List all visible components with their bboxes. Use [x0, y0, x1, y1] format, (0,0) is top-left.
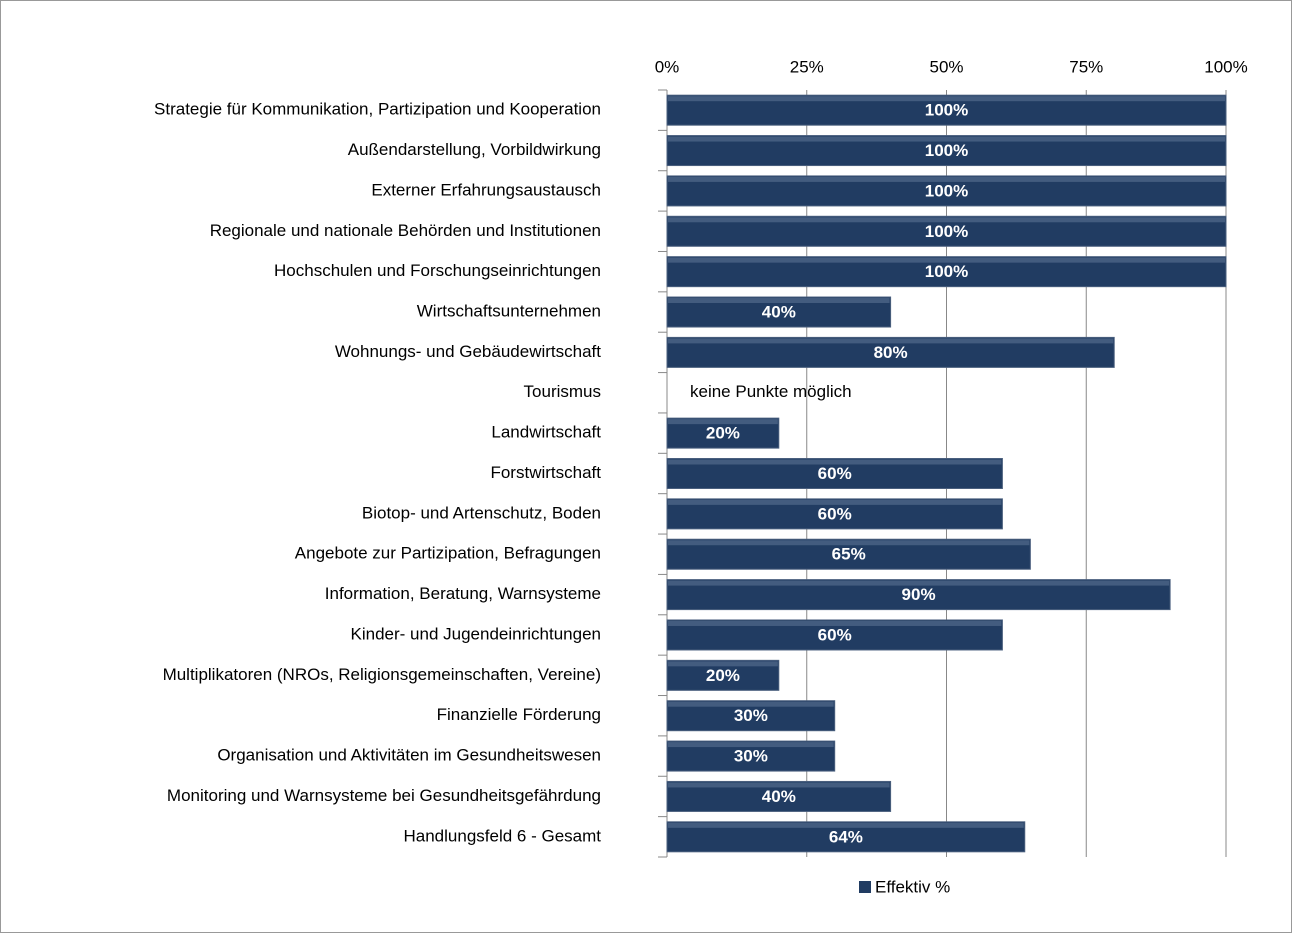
bar-highlight [668, 217, 1225, 223]
value-label: 20% [706, 424, 740, 443]
y-tick-label: Biotop- und Artenschutz, Boden [362, 503, 601, 522]
y-tick-label: Hochschulen und Forschungseinrichtungen [274, 261, 601, 280]
value-label: 100% [925, 262, 968, 281]
bar-highlight [668, 257, 1225, 263]
bar-highlight [668, 701, 834, 707]
value-label: 100% [925, 181, 968, 200]
bar-highlight [668, 338, 1114, 344]
y-tick-label: Landwirtschaft [491, 423, 601, 442]
y-tick-label: Information, Beratung, Warnsysteme [325, 584, 601, 603]
value-label: 40% [762, 787, 796, 806]
bar-highlight [668, 459, 1002, 465]
y-tick-label: Finanzielle Förderung [437, 705, 601, 724]
y-tick-label: Externer Erfahrungsaustausch [371, 180, 601, 199]
x-tick-label: 0% [655, 57, 680, 76]
value-label: 100% [925, 141, 968, 160]
bar-highlight [668, 742, 834, 748]
value-label: 100% [925, 222, 968, 241]
bar-highlight [668, 540, 1030, 546]
y-tick-label: Organisation und Aktivitäten im Gesundhe… [217, 746, 601, 765]
value-label: 20% [706, 666, 740, 685]
y-tick-label: Forstwirtschaft [490, 463, 601, 482]
x-tick-label: 50% [929, 57, 963, 76]
bar-highlight [668, 620, 1002, 626]
value-label: 30% [734, 747, 768, 766]
x-tick-label: 100% [1204, 57, 1247, 76]
y-tick-label: Tourismus [524, 382, 601, 401]
y-tick-label: Multiplikatoren (NROs, Religionsgemeinsc… [163, 665, 601, 684]
y-tick-label: Außendarstellung, Vorbildwirkung [348, 140, 601, 159]
bar-highlight [668, 782, 890, 788]
value-label: 60% [818, 504, 852, 523]
x-tick-label: 75% [1069, 57, 1103, 76]
annotation: keine Punkte möglich [690, 382, 852, 401]
value-label: 65% [832, 545, 866, 564]
y-tick-label: Handlungsfeld 6 - Gesamt [404, 826, 602, 845]
bar-highlight [668, 499, 1002, 505]
y-tick-label: Angebote zur Partizipation, Befragungen [295, 544, 601, 563]
value-label: 30% [734, 706, 768, 725]
y-tick-label: Wirtschaftsunternehmen [417, 302, 601, 321]
value-label: 64% [829, 827, 863, 846]
bar-highlight [668, 661, 778, 667]
y-tick-label: Monitoring und Warnsysteme bei Gesundhei… [167, 786, 601, 805]
value-label: 90% [902, 585, 936, 604]
bar-highlight [668, 298, 890, 304]
bar-highlight [668, 580, 1170, 586]
value-label: 80% [874, 343, 908, 362]
bar-highlight [668, 96, 1225, 102]
legend-label: Effektiv % [875, 877, 950, 896]
y-tick-label: Kinder- und Jugendeinrichtungen [351, 624, 601, 643]
value-label: 100% [925, 101, 968, 120]
legend-swatch [859, 881, 871, 893]
value-label: 40% [762, 303, 796, 322]
y-tick-label: Strategie für Kommunikation, Partizipati… [154, 100, 601, 119]
value-label: 60% [818, 625, 852, 644]
bar-highlight [668, 822, 1024, 828]
bar-highlight [668, 176, 1225, 182]
value-label: 60% [818, 464, 852, 483]
bar-highlight [668, 136, 1225, 142]
bar-highlight [668, 419, 778, 425]
y-tick-label: Regionale und nationale Behörden und Ins… [210, 221, 601, 240]
x-tick-label: 25% [790, 57, 824, 76]
y-tick-label: Wohnungs- und Gebäudewirtschaft [335, 342, 601, 361]
